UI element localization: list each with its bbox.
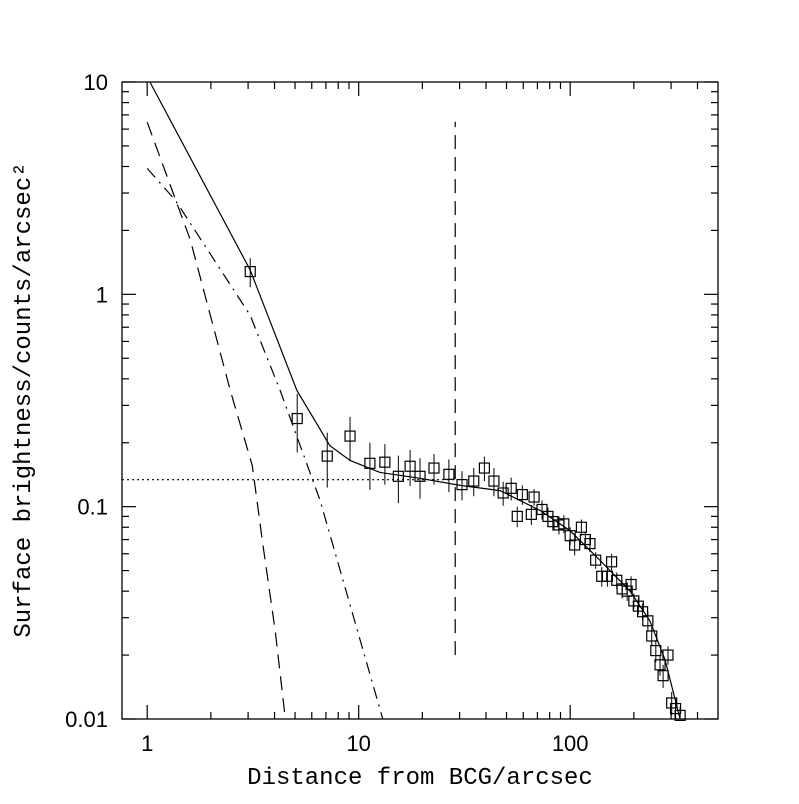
x-tick-label: 1 xyxy=(141,731,153,756)
data-point xyxy=(596,570,608,582)
y-tick-label: 0.01 xyxy=(65,707,108,732)
y-tick-label: 1 xyxy=(96,282,108,307)
data-point xyxy=(414,470,426,482)
data-point xyxy=(244,265,256,278)
data-point xyxy=(601,570,614,582)
data-point xyxy=(478,462,490,474)
data-point xyxy=(606,556,618,568)
x-axis-label: Distance from BCG/arcsec xyxy=(247,765,593,792)
data-point xyxy=(674,709,686,721)
x-tick-label: 10 xyxy=(346,731,370,756)
data-point xyxy=(657,670,669,682)
model-line xyxy=(149,81,681,720)
data-point xyxy=(511,510,523,522)
data-point xyxy=(505,482,517,494)
data-point xyxy=(547,516,559,528)
model-line xyxy=(146,121,286,720)
data-point xyxy=(654,659,666,671)
data-point xyxy=(584,537,596,550)
data-point xyxy=(392,470,404,482)
data-point xyxy=(525,508,537,520)
data-point xyxy=(662,649,674,661)
data-point xyxy=(428,462,440,474)
data-point xyxy=(646,630,658,642)
data-point xyxy=(468,475,480,487)
data-point xyxy=(569,539,581,551)
x-tick-label: 100 xyxy=(552,731,589,756)
data-point xyxy=(528,491,540,503)
y-tick-label: 10 xyxy=(84,70,108,95)
data-point xyxy=(488,475,500,487)
y-tick-label: 0.1 xyxy=(77,495,108,520)
data-point xyxy=(590,554,602,566)
data-point xyxy=(558,518,570,530)
data-point xyxy=(344,430,356,442)
data-point xyxy=(404,460,416,472)
data-point xyxy=(621,585,633,597)
data-point xyxy=(516,488,528,501)
data-point xyxy=(291,412,303,425)
data-point xyxy=(364,457,376,469)
data-point xyxy=(642,615,654,627)
data-point xyxy=(625,578,637,591)
y-axis-label: Surface brightness/counts/arcsec² xyxy=(11,162,38,637)
plot-frame xyxy=(121,81,719,720)
data-point xyxy=(536,503,548,516)
model-line xyxy=(146,167,384,720)
data-point xyxy=(321,450,333,462)
data-point xyxy=(443,468,455,480)
data-point xyxy=(650,644,662,657)
data-point xyxy=(456,479,468,491)
data-point xyxy=(575,521,588,533)
data-point xyxy=(379,456,391,468)
